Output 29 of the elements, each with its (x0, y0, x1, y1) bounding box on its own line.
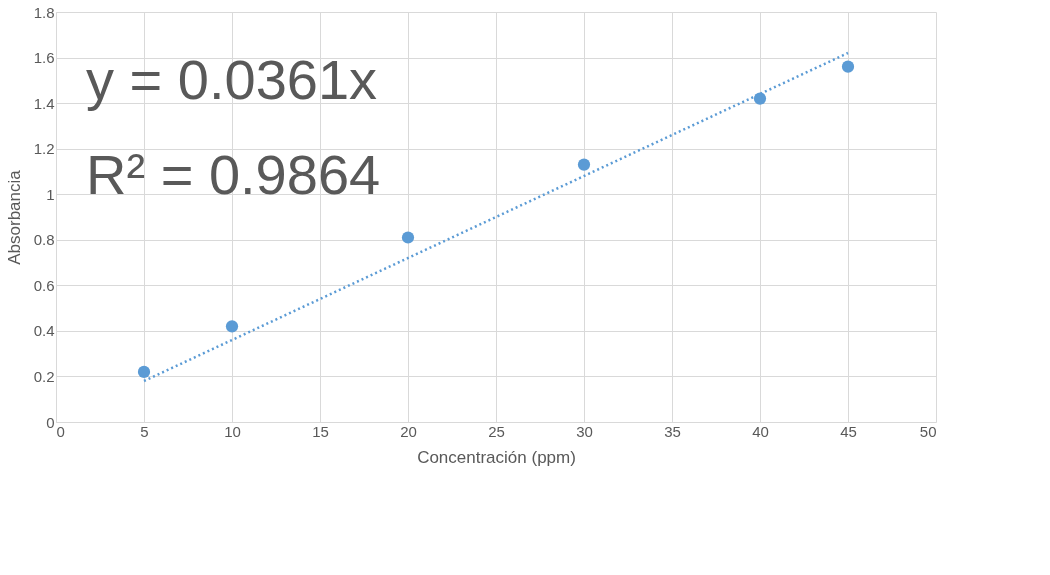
x-tick-label: 15 (312, 422, 329, 440)
x-tick-label: 25 (488, 422, 505, 440)
y-tick-label: 1.8 (33, 3, 55, 21)
x-tick-label: 20 (400, 422, 417, 440)
x-tick-label: 35 (664, 422, 681, 440)
x-tick-label: 40 (752, 422, 769, 440)
annotation: y = 0.0361x (86, 48, 378, 111)
point (225, 320, 239, 333)
x-tick-label: 10 (224, 422, 241, 440)
x-tick-label: 45 (840, 422, 857, 440)
point (841, 60, 855, 73)
point (137, 365, 151, 378)
y-tick-label: 0.4 (33, 322, 55, 340)
y-tick-label: 1.2 (33, 140, 55, 158)
annotation: R² = 0.9864 (86, 143, 381, 206)
point (577, 158, 591, 171)
y-tick-label: 0.2 (33, 367, 55, 385)
x-tick-label: 30 (576, 422, 593, 440)
y-tick-label: 0.8 (33, 231, 55, 249)
y-tick-label: 0.6 (33, 276, 55, 294)
x-tick-label: 50 (919, 422, 937, 440)
y-axis-title: Absorbancia (4, 169, 24, 265)
x-tick-label: 5 (140, 422, 149, 440)
point (401, 231, 415, 244)
y-tick-label: 1 (46, 185, 55, 203)
point (753, 92, 767, 105)
y-tick-label: 1.4 (33, 94, 55, 112)
y-tick-label: 1.6 (33, 49, 55, 67)
x-axis-title: Concentración (ppm) (417, 447, 576, 467)
